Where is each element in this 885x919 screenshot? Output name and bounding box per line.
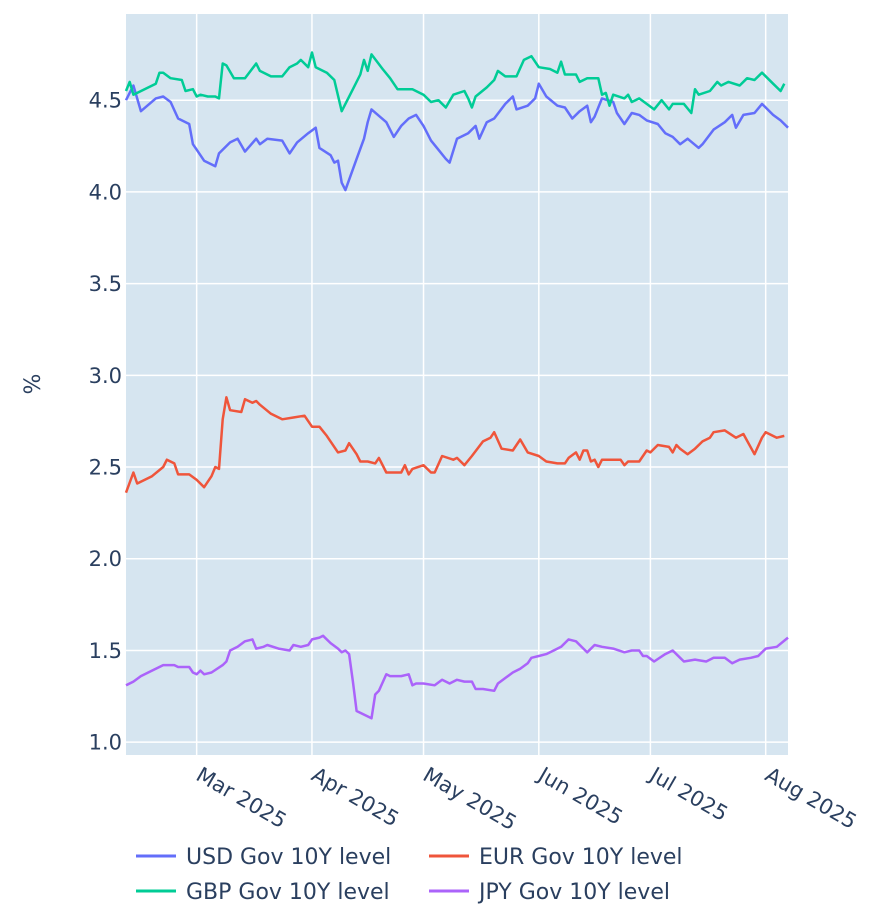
legend-label: GBP Gov 10Y level xyxy=(186,880,390,905)
x-tick-label: Mar 2025 xyxy=(192,763,290,834)
y-tick-label: 3.0 xyxy=(89,364,122,388)
x-gridlines xyxy=(195,14,767,755)
y-gridlines xyxy=(126,99,788,743)
y-tick-label: 3.5 xyxy=(89,272,122,296)
x-tick-label: May 2025 xyxy=(419,763,521,836)
y-tick-label: 4.0 xyxy=(89,180,122,204)
legend-label: EUR Gov 10Y level xyxy=(479,845,683,870)
series-lines xyxy=(124,51,789,720)
y-tick-label: 1.0 xyxy=(89,731,122,755)
legend[interactable]: USD Gov 10Y level EUR Gov 10Y level GBP Go… xyxy=(136,845,683,905)
legend-item-gbp[interactable]: GBP Gov 10Y level xyxy=(136,880,390,905)
series-line-jpy xyxy=(125,634,789,720)
x-tick-label: Aug 2025 xyxy=(761,763,861,834)
x-tick-label: Jun 2025 xyxy=(533,762,627,830)
x-tick-label: Apr 2025 xyxy=(307,763,403,832)
series-line-eur xyxy=(124,396,785,494)
y-tick-label: 1.5 xyxy=(89,639,122,663)
legend-item-eur[interactable]: EUR Gov 10Y level xyxy=(429,845,683,870)
y-tick-label: 2.5 xyxy=(89,456,122,480)
series-line-gbp xyxy=(124,51,786,115)
y-tick-label: 4.5 xyxy=(89,89,122,113)
plot-area xyxy=(126,14,788,755)
legend-item-jpy[interactable]: JPY Gov 10Y level xyxy=(429,880,670,905)
series-line-usd xyxy=(124,82,789,192)
y-tick-label: 2.0 xyxy=(89,547,122,571)
x-tick-label: Jul 2025 xyxy=(644,762,732,827)
y-axis-tick-labels: 1.0 1.5 2.0 2.5 3.0 3.5 4.0 4.5 xyxy=(89,89,122,755)
legend-item-usd[interactable]: USD Gov 10Y level xyxy=(136,845,391,870)
legend-label: USD Gov 10Y level xyxy=(186,845,391,870)
legend-label: JPY Gov 10Y level xyxy=(477,880,670,905)
y-axis-title: % xyxy=(21,374,46,395)
x-axis-tick-labels: Mar 2025 Apr 2025 May 2025 Jun 2025 Jul 2025… xyxy=(192,762,861,836)
